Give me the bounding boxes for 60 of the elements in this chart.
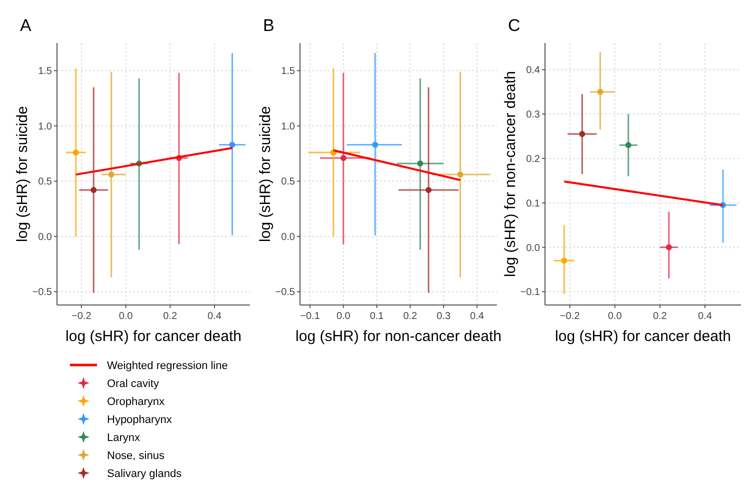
x-tick-label: 0.0 [336, 311, 351, 322]
x-tick-label: 0.1 [370, 311, 384, 322]
x-axis-title: log (sHR) for cancer death [555, 328, 731, 345]
x-tick-label: 0.4 [470, 311, 484, 322]
point [597, 88, 604, 95]
point [426, 187, 432, 194]
legend-label: Larynx [107, 432, 141, 444]
x-tick-label: 0.4 [698, 311, 712, 322]
point [417, 160, 424, 166]
y-tick-label: 0.5 [38, 176, 52, 188]
point [340, 154, 346, 161]
x-tick-label: 0.0 [118, 311, 134, 322]
point [457, 172, 464, 178]
point [666, 244, 672, 250]
x-tick-label: −0.1 [300, 311, 320, 322]
point [579, 131, 586, 138]
x-tick-label: 0.2 [163, 311, 178, 322]
legend-label: Hypopharynx [107, 414, 172, 426]
point [108, 172, 114, 178]
chart-title: B [263, 16, 274, 35]
y-tick-label: 0.5 [281, 176, 296, 188]
y-tick-label: 0.0 [526, 242, 540, 254]
y-tick-label: 1.5 [281, 66, 296, 78]
legend-label: Salivary glands [107, 468, 182, 480]
x-axis-title: log (sHR) for non-cancer death [296, 328, 502, 345]
y-axis-title: log (sHR) for non-cancer death [502, 71, 519, 277]
point [372, 142, 378, 148]
y-axis-title: log (sHR) for suicide [257, 106, 274, 242]
chart-title: C [508, 16, 520, 35]
y-tick-label: 0.3 [526, 110, 540, 121]
x-tick-label: 0.2 [652, 311, 668, 322]
x-tick-label: 0.3 [436, 311, 451, 322]
x-tick-label: 0.0 [608, 311, 622, 322]
y-tick-label: 1.0 [38, 121, 52, 132]
chart-title: A [20, 16, 32, 35]
point [90, 187, 97, 194]
x-tick-label: −0.2 [560, 311, 580, 322]
y-tick-label: −0.5 [275, 287, 296, 298]
y-tick-label: 0.1 [526, 198, 540, 210]
y-tick-label: 0.2 [526, 154, 540, 165]
y-tick-label: 0.4 [526, 65, 540, 76]
legend-label: Weighted regression line [107, 360, 228, 372]
point [229, 142, 236, 148]
y-tick-label: −0.5 [32, 287, 52, 298]
x-tick-label: 0.2 [403, 311, 418, 322]
point [625, 142, 632, 148]
legend-label: Nose, sinus [107, 450, 165, 462]
x-tick-label: 0.4 [208, 311, 222, 322]
y-tick-label: −0.1 [520, 287, 540, 298]
y-tick-label: 0.0 [38, 232, 52, 243]
y-tick-label: 1.0 [281, 121, 296, 132]
point [561, 258, 568, 264]
y-tick-label: 1.5 [38, 66, 52, 78]
point [72, 149, 79, 156]
x-tick-label: −0.2 [72, 311, 92, 322]
legend-label: Oral cavity [107, 378, 160, 390]
legend-label: Oropharynx [107, 396, 165, 408]
y-tick-label: 0.0 [281, 232, 296, 243]
x-axis-title: log (sHR) for cancer death [66, 328, 242, 345]
y-axis-title: log (sHR) for suicide [14, 106, 31, 242]
